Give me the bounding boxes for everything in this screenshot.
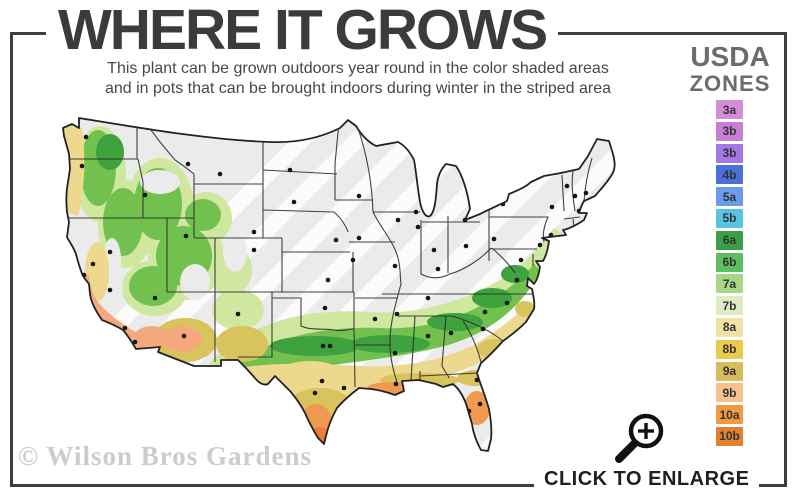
city-dot — [372, 316, 378, 322]
zone-swatch-7a: 7a — [716, 274, 743, 294]
city-dot — [356, 193, 362, 199]
zone-swatch-10a: 10a — [716, 405, 743, 425]
us-outline — [62, 117, 616, 452]
city-dot — [251, 247, 257, 253]
city-dot — [448, 330, 454, 336]
city-dot — [518, 257, 524, 263]
city-dot — [319, 378, 325, 384]
city-dot — [393, 381, 399, 387]
city-dot — [320, 343, 326, 349]
city-dot — [333, 237, 339, 243]
city-dot — [413, 209, 419, 215]
zone-swatch-10b: 10b — [716, 426, 743, 446]
city-dot — [482, 309, 488, 315]
zone-swatch-6a: 6a — [716, 230, 743, 250]
zone-swatch-5b: 5b — [716, 208, 743, 228]
city-dot — [491, 236, 497, 242]
city-dot — [549, 204, 555, 210]
state-borders — [68, 118, 593, 388]
city-dot — [564, 183, 570, 189]
city-dot — [251, 229, 257, 235]
city-dot — [107, 249, 113, 255]
city-dot — [152, 295, 158, 301]
city-dot — [537, 242, 543, 248]
subtitle-line2: and in pots that can be brought indoors … — [104, 80, 612, 97]
city-dot — [322, 305, 328, 311]
city-dot — [431, 247, 437, 253]
city-dot — [425, 295, 431, 301]
city-dot — [356, 235, 362, 241]
zone-swatch-8b: 8b — [716, 339, 743, 359]
city-dot — [183, 233, 189, 239]
city-dot — [415, 224, 421, 230]
city-dot — [341, 385, 347, 391]
city-dot — [435, 266, 441, 272]
magnifier-zoom-icon[interactable] — [610, 404, 672, 466]
city-dot — [142, 192, 148, 198]
city-dot — [463, 243, 469, 249]
city-dot — [583, 190, 589, 196]
usda-zones-legend: 3a 3b 3b 4b 5a 5b 6a 6b 7a 7b 8a 8b 9a 9b 10a 10b — [716, 100, 743, 449]
city-dot — [132, 339, 138, 345]
legend-title-usda: USDA — [690, 41, 770, 72]
city-dot — [350, 257, 356, 263]
city-dot — [83, 134, 89, 140]
zone-swatch-9b: 9b — [716, 383, 743, 403]
zone-swatch-6b: 6b — [716, 252, 743, 272]
city-dot — [235, 311, 241, 317]
zone-swatch-5a: 5a — [716, 187, 743, 207]
city-dot — [514, 277, 520, 283]
city-dot — [181, 333, 187, 339]
legend-title-zones: ZONES — [689, 71, 771, 96]
click-to-enlarge-label[interactable]: CLICK TO ENLARGE — [534, 467, 760, 491]
watermark: © Wilson Bros Gardens — [18, 441, 312, 471]
city-dot — [79, 163, 85, 169]
zone-swatch-7b: 7b — [716, 296, 743, 316]
city-dot — [477, 401, 483, 407]
zone6a-dark-green-accents — [96, 134, 529, 356]
city-dot — [395, 217, 401, 223]
zone-swatch-3a: 3a — [716, 100, 743, 119]
city-dot — [90, 261, 96, 267]
city-dot — [312, 390, 318, 396]
city-dot — [480, 326, 486, 332]
usda-zones-map — [62, 117, 616, 452]
subtitle: This plant can be grown outdoors year ro… — [60, 59, 656, 99]
city-dot — [394, 311, 400, 317]
zone-swatch-8a: 8a — [716, 317, 743, 337]
city-dot — [325, 277, 331, 283]
zone-swatch-4b: 4b — [716, 165, 743, 185]
city-dot — [122, 325, 128, 331]
city-dot — [327, 343, 333, 349]
legend-title: USDA ZONES — [678, 42, 782, 96]
city-dot — [185, 161, 191, 167]
city-dot — [392, 263, 398, 269]
city-dot — [504, 300, 510, 306]
city-dot — [291, 199, 297, 205]
zone-swatch-3b: 3b — [716, 121, 743, 141]
city-dot — [572, 193, 578, 199]
city-dot — [217, 171, 223, 177]
city-dot — [107, 287, 113, 293]
page-title: WHERE IT GROWS — [46, 0, 559, 60]
city-dot — [425, 333, 431, 339]
city-dot — [392, 350, 398, 356]
city-dot — [287, 167, 293, 173]
zone-swatch-3b: 3b — [716, 143, 743, 163]
zone-swatch-9a: 9a — [716, 361, 743, 381]
subtitle-line1: This plant can be grown outdoors year ro… — [107, 60, 609, 77]
